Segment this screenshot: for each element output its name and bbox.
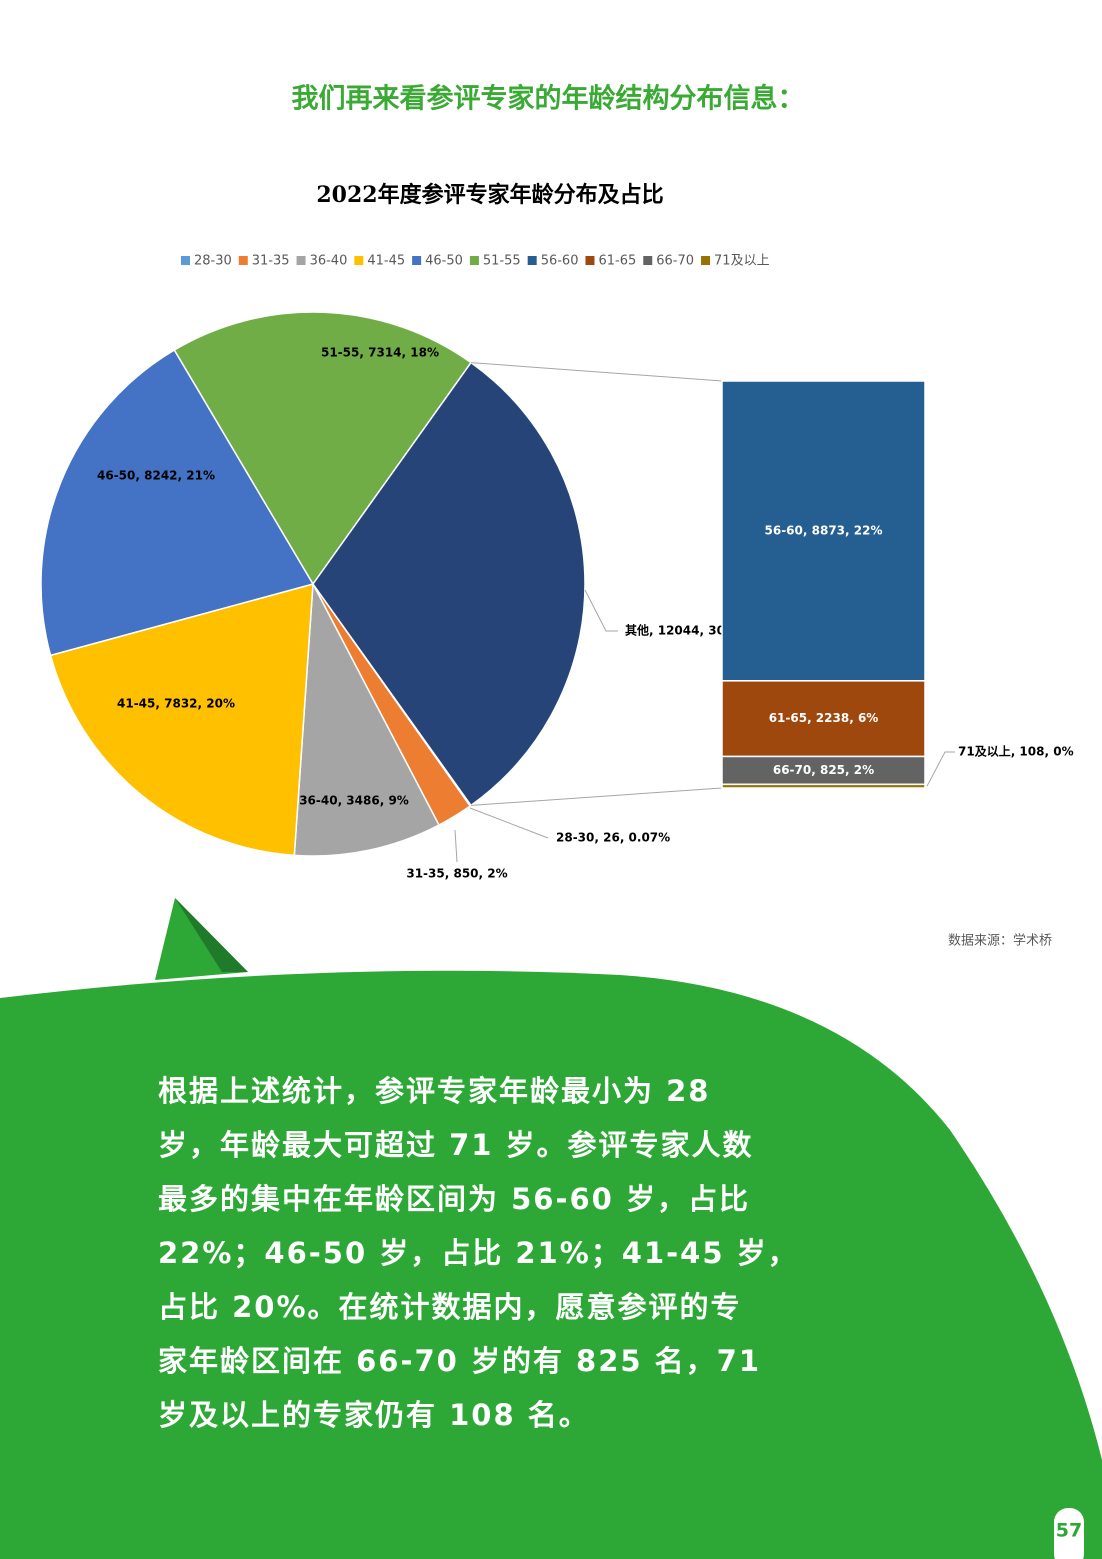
- connector-line: [470, 787, 723, 806]
- paragraph-line: 占比 20%。在统计数据内，愿意参评的专: [158, 1290, 742, 1324]
- legend-swatch: [527, 256, 537, 265]
- leader-line: [454, 829, 458, 863]
- data-label: 66-70, 825, 2%: [773, 763, 874, 777]
- bar-segment: [721, 783, 926, 789]
- connector-line: [470, 362, 723, 382]
- data-label: 56-60, 8873, 22%: [765, 523, 883, 537]
- paragraph-line: 最多的集中在年龄区间为 56-60 岁，占比: [158, 1182, 750, 1216]
- data-label: 46-50, 8242, 21%: [97, 469, 215, 483]
- legend-label: 61-65: [598, 254, 636, 269]
- paragraph-line: 22%；46-50 岁，占比 21%；41-45 岁，: [158, 1236, 799, 1270]
- data-label: 41-45, 7832, 20%: [117, 697, 235, 711]
- legend-label: 41-45: [367, 254, 405, 269]
- page-number: 57: [1056, 1520, 1082, 1542]
- legend-label: 51-55: [483, 254, 521, 269]
- paragraph-line: 岁，年龄最大可超过 71 岁。参评专家人数: [158, 1128, 754, 1162]
- data-label: 28-30, 26, 0.07%: [556, 831, 670, 845]
- legend-swatch: [585, 256, 595, 265]
- pie-slice: [173, 311, 473, 586]
- data-label: 36-40, 3486, 9%: [299, 794, 409, 808]
- leader-line: [469, 807, 549, 839]
- legend-swatch: [238, 256, 248, 265]
- bubble: [0, 970, 1102, 1559]
- data-label: 61-65, 2238, 6%: [769, 711, 879, 725]
- chart-title: 2022年度参评专家年龄分布及占比: [316, 182, 663, 208]
- legend-label: 71及以上: [714, 254, 770, 269]
- data-label: 71及以上, 108, 0%: [958, 744, 1074, 759]
- legend-swatch: [701, 256, 711, 265]
- data-label: 51-55, 7314, 18%: [321, 346, 439, 360]
- legend-label: 66-70: [656, 254, 694, 269]
- page-tab: [1054, 1508, 1084, 1559]
- bar-segment: [721, 680, 926, 758]
- pie-slice: [312, 361, 586, 807]
- legend-swatch: [296, 256, 306, 265]
- legend-label: 28-30: [194, 254, 232, 269]
- paragraph-line: 岁及以上的专家仍有 108 名。: [158, 1398, 590, 1432]
- legend-label: 56-60: [541, 254, 579, 269]
- legend-swatch: [354, 256, 364, 265]
- legend-label: 46-50: [425, 254, 463, 269]
- pie-slice: [40, 348, 315, 657]
- paragraph-line: 根据上述统计，参评专家年龄最小为 28: [158, 1074, 710, 1108]
- leader-line: [584, 589, 618, 632]
- bubble-fold: [175, 898, 248, 972]
- leader-line: [926, 751, 955, 787]
- legend-swatch: [643, 256, 653, 265]
- legend-swatch: [469, 256, 479, 265]
- bar-segment: [721, 755, 926, 786]
- legend-label: 31-35: [252, 254, 290, 269]
- pie-slice: [49, 582, 314, 857]
- bar-segment: [721, 380, 926, 682]
- paragraph: 根据上述统计，参评专家年龄最小为 28 岁，年龄最大可超过 71 岁。参评专家人数…: [158, 1074, 799, 1432]
- chart: 28-30 31-35 36-40 41-45 46-50 51-55 56-60 61-65…: [40, 254, 1074, 881]
- pie-slice: [293, 581, 441, 857]
- source: 数据来源：学术桥: [948, 933, 1052, 949]
- data-label: 31-35, 850, 2%: [406, 867, 507, 881]
- data-label: 其他, 12044, 30%: [625, 623, 737, 638]
- legend-swatch: [181, 256, 190, 265]
- paragraph-line: 家年龄区间在 66-70 岁的有 825 名，71: [158, 1344, 761, 1378]
- legend-label: 36-40: [310, 254, 348, 269]
- legend-swatch: [412, 256, 422, 265]
- heading: 我们再来看参评专家的年龄结构分布信息：: [292, 83, 805, 115]
